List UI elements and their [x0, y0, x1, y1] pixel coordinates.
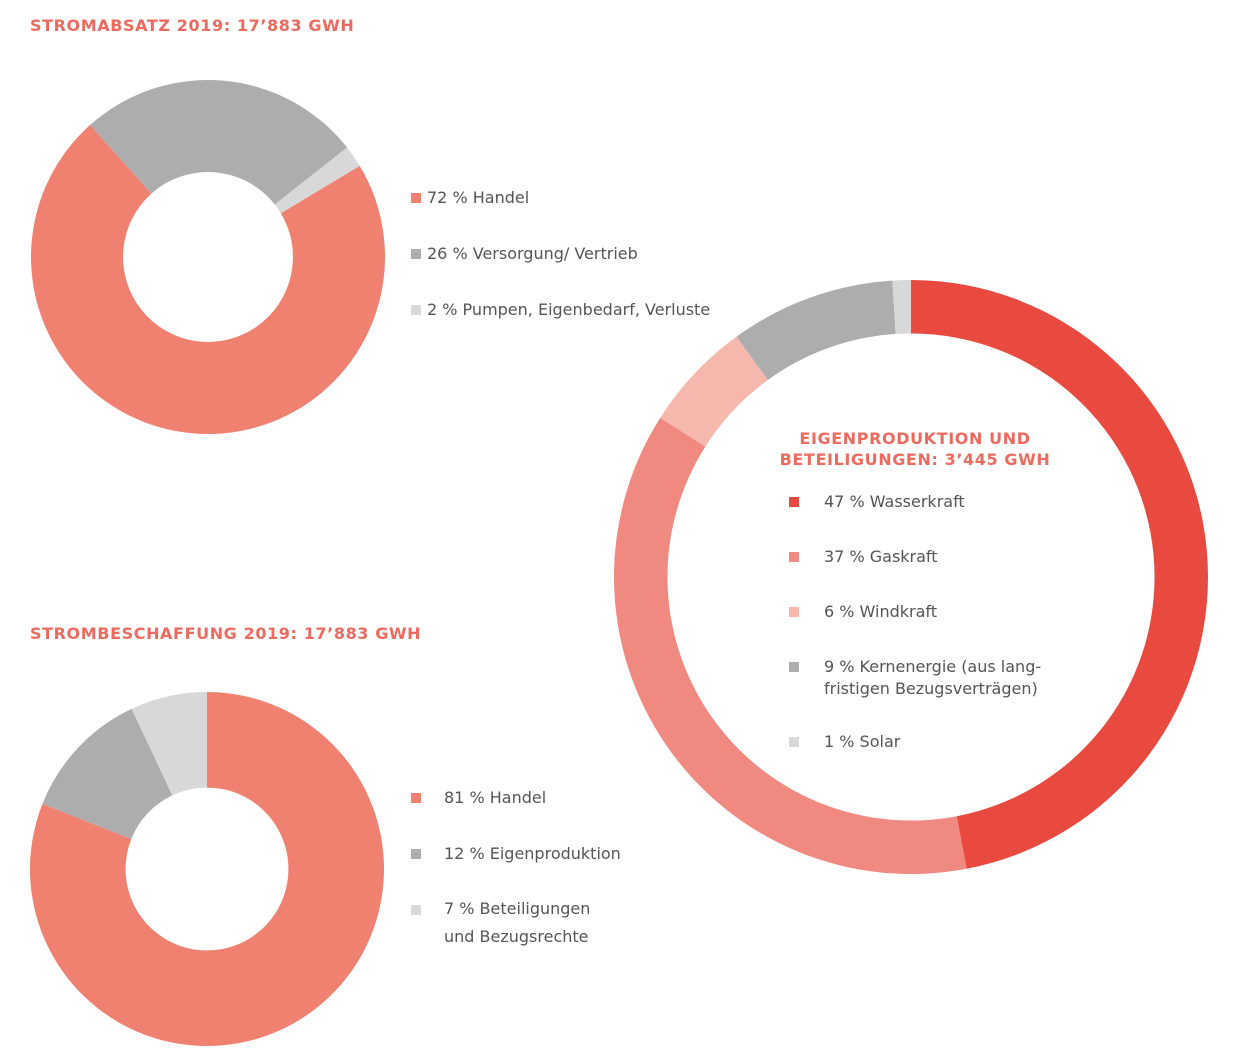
chart-title-eigenproduktion: EIGENPRODUKTION UND BETEILIGUNGEN: 3’445…	[779, 429, 1051, 469]
legend-label: 81 % Handel	[444, 788, 547, 807]
slice-solar	[892, 280, 911, 334]
legend-swatch	[789, 737, 799, 747]
legend-swatch	[411, 305, 421, 315]
slice-pumpen-eigenbedarf-verluste	[274, 147, 360, 214]
legend-label: 6 % Windkraft	[824, 602, 938, 621]
legend-label: 9 % Kernenergie (aus lang-fristigen Bezu…	[824, 657, 1042, 698]
chart-title-strombeschaffung: STROMBESCHAFFUNG 2019: 17’883 GWH	[30, 624, 422, 643]
legend-swatch	[789, 497, 799, 507]
donut-chart-strombeschaffung	[29, 692, 385, 1046]
chart-title-stromabsatz: STROMABSATZ 2019: 17’883 GWH	[30, 16, 355, 35]
legend-label: 1 % Solar	[824, 732, 901, 751]
slice-eigenproduktion	[42, 708, 173, 840]
legend-swatch	[789, 662, 799, 672]
legend-label: 2 % Pumpen, Eigenbedarf, Verluste	[427, 300, 711, 319]
legend-label: 72 % Handel	[427, 188, 530, 207]
legend-swatch	[411, 193, 421, 203]
legend-label: 7 % Beteiligungen und Bezugsrechte	[444, 899, 591, 946]
legend-swatch	[411, 249, 421, 259]
legend-swatch	[789, 607, 799, 617]
slice-handel	[29, 692, 385, 1046]
donut-chart-eigenproduktion	[614, 280, 1208, 874]
slice-handel	[31, 125, 385, 434]
slice-wasserkraft	[911, 280, 1208, 869]
legend-swatch	[789, 552, 799, 562]
slice-gaskraft	[614, 417, 967, 874]
slice-versorgung-vertrieb	[90, 80, 348, 205]
legend-label: 26 % Versorgung/ Vertrieb	[427, 244, 638, 263]
donut-chart-stromabsatz	[31, 80, 385, 434]
legend-label: 47 % Wasserkraft	[824, 492, 965, 511]
legend-label: 37 % Gaskraft	[824, 547, 938, 566]
legend-label: 12 % Eigenproduktion	[444, 844, 621, 863]
slice-beteiligungen-und-bezugsrechte	[131, 692, 207, 796]
slice-kernenergie-aus-lang-fristigen-bezugsverträgen	[736, 280, 896, 380]
legend-swatch	[411, 905, 421, 915]
legend-swatch	[411, 793, 421, 803]
slice-windkraft	[660, 336, 768, 447]
legend-swatch	[411, 849, 421, 859]
